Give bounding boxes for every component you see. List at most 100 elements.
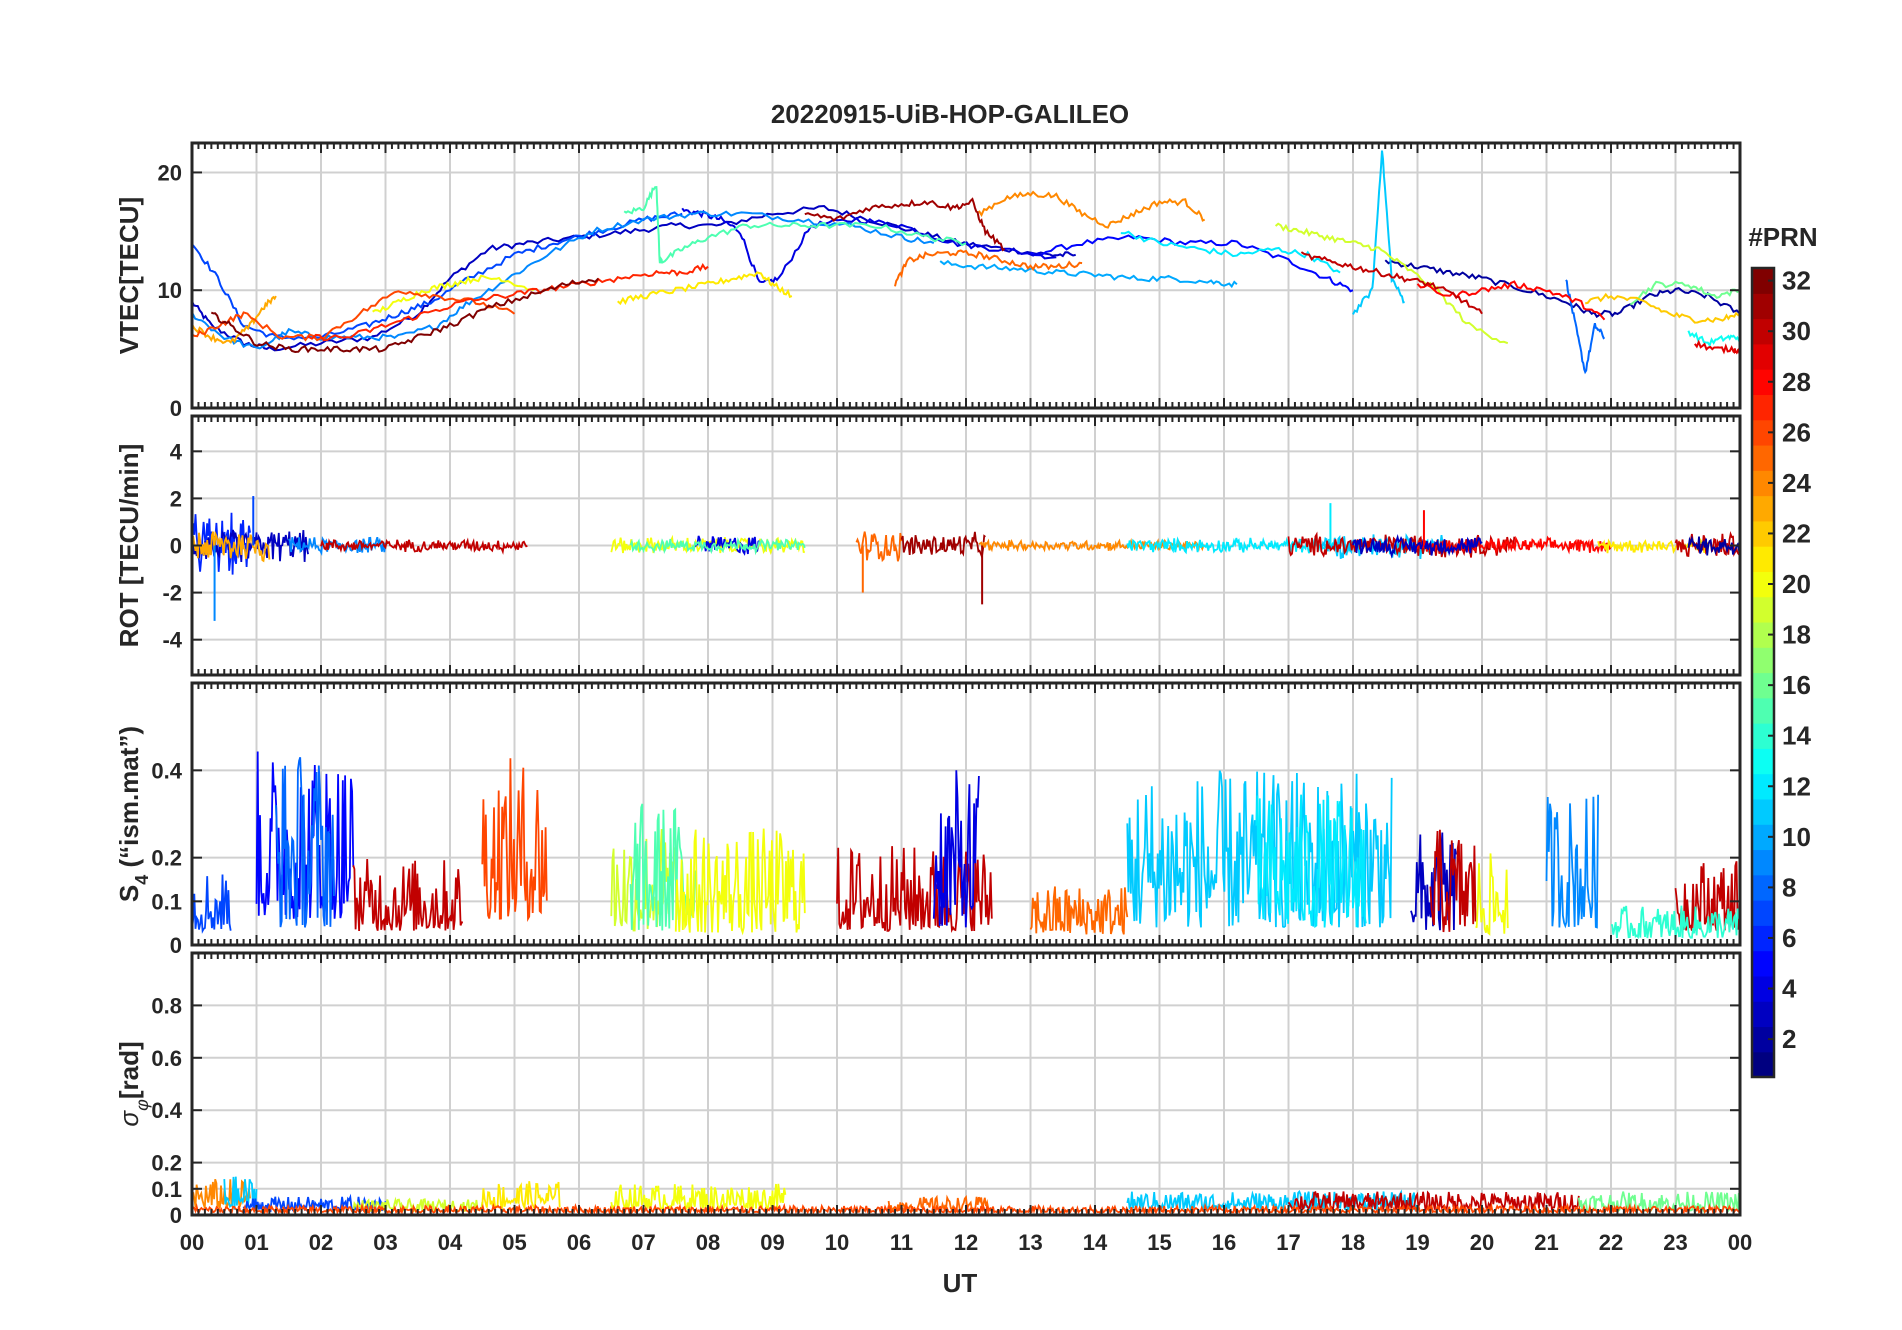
x-tick-label: 10 (825, 1230, 849, 1255)
band-prn-31 (900, 531, 986, 561)
y-tick-label-rot: 4 (170, 439, 183, 464)
x-ticks-s4 (191, 683, 1741, 945)
colorbar-swatch (1752, 546, 1774, 572)
x-tick-label: 23 (1663, 1230, 1687, 1255)
series-prn-13 (1687, 330, 1740, 348)
y-tick-label-s4: 0.1 (151, 889, 182, 914)
colorbar-swatch (1752, 950, 1774, 977)
series-prn-15 (623, 186, 967, 264)
band-prn-20 (1475, 853, 1509, 936)
x-tick-label: 21 (1534, 1230, 1558, 1255)
series-prn-12 (1120, 230, 1341, 274)
band-prn-28 (1416, 535, 1612, 555)
colorbar-swatch (1752, 394, 1774, 421)
colorbar-swatch (1752, 293, 1774, 320)
x-tick-label: 04 (438, 1230, 463, 1255)
colorbar-tick-label: 10 (1782, 822, 1811, 852)
panel-vtec: 0 10 20 VTEC[TECU] (114, 141, 1742, 421)
band-prn-25 (855, 531, 903, 563)
band-prn-30 (352, 858, 464, 932)
colorbar-swatch (1752, 672, 1774, 699)
colorbar-swatch (1752, 520, 1774, 547)
panel-rot: -4 -2 0 2 4 ROT [TECU/min] (114, 414, 1742, 677)
y-tick-label-sigma_phi: 0 (170, 1203, 182, 1228)
y-tick-label-sigma_phi: 0.2 (151, 1151, 182, 1176)
x-tick-label: 18 (1341, 1230, 1365, 1255)
series-prn-16 (1629, 280, 1740, 306)
x-tick-label: 14 (1083, 1230, 1108, 1255)
colorbar-swatch (1752, 1026, 1774, 1053)
colorbar-tick-label: 18 (1782, 620, 1811, 650)
x-tick-label: 00 (180, 1230, 204, 1255)
y-tick-label-sigma_phi: 0.4 (151, 1098, 182, 1123)
band-prn-3 (1352, 533, 1483, 559)
colorbar-swatch (1752, 444, 1774, 471)
colorbar-frame (1750, 266, 1776, 1079)
colorbar-swatch (1752, 470, 1774, 497)
y-axis-label-s4: S4 (“ism.mat”) (114, 726, 152, 902)
data-s4 (192, 751, 1740, 940)
colorbar-tick-label: 22 (1782, 518, 1811, 548)
y-tick-label-s4: 0.4 (151, 758, 182, 783)
series-prn-31 (804, 197, 1006, 252)
colorbar-tick-label: 26 (1782, 417, 1811, 447)
y-tick-label-s4: 0.2 (151, 846, 182, 871)
y-tick-label-rot: -4 (162, 628, 182, 653)
colorbar-swatch (1752, 925, 1774, 952)
colorbar-swatch (1752, 874, 1774, 901)
y-tick-label-rot: 0 (170, 534, 182, 559)
y-tick-label-vtec: 0 (170, 396, 182, 421)
series-prn-22 (1584, 292, 1740, 324)
panel-s4: 0 0.1 0.2 0.4S4 (“ism.mat”) (114, 681, 1742, 958)
band-prn-30 (320, 537, 528, 555)
band-prn-9 (1545, 794, 1599, 929)
x-tick-label: 15 (1147, 1230, 1171, 1255)
band-prn-30 (836, 846, 993, 934)
colorbar-swatch (1752, 268, 1774, 294)
series-prn-28 (1416, 280, 1606, 321)
series-prn-32 (210, 277, 600, 354)
series-prn-5 (1030, 234, 1354, 293)
colorbar-tick-label: 30 (1782, 316, 1811, 346)
colorbar-swatch (1752, 773, 1774, 800)
colorbar-tick-label: 8 (1782, 872, 1796, 902)
colorbar-swatch (1752, 798, 1774, 825)
series-prn-8 (1565, 279, 1606, 375)
band-prn-24 (192, 1178, 251, 1209)
y-tick-label-s4: 0 (170, 933, 182, 958)
series-prn-25 (894, 249, 1083, 287)
x-tick-label: 19 (1405, 1230, 1429, 1255)
series-prn-24 (978, 190, 1206, 229)
x-tick-label: 07 (631, 1230, 655, 1255)
x-tick-label: 09 (760, 1230, 784, 1255)
series-prn-26 (192, 290, 516, 342)
y-tick-label-vtec: 20 (158, 160, 182, 185)
x-tick-label: 00 (1728, 1230, 1752, 1255)
series-prn-30 (1300, 251, 1483, 315)
band-prn-4 (932, 770, 980, 928)
series-prn-11 (1352, 150, 1405, 315)
colorbar-swatch (1752, 824, 1774, 851)
colorbar-label: #PRN (1748, 222, 1817, 252)
data-rot (192, 496, 1740, 621)
x-tick-label: 02 (309, 1230, 333, 1255)
series-prn-10 (939, 259, 1238, 289)
band-prn-30 (1287, 1190, 1580, 1214)
y-axis-label-sigma_phi: σφ[rad] (114, 1041, 152, 1126)
colorbar-swatch (1752, 900, 1774, 926)
x-tick-label: 16 (1212, 1230, 1236, 1255)
colorbar-tick-label: 20 (1782, 569, 1811, 599)
x-axis-label: UT (943, 1268, 978, 1298)
colorbar-tick-label: 12 (1782, 771, 1811, 801)
band-prn-7 (192, 874, 232, 934)
colorbar-swatch (1752, 975, 1774, 1002)
panel-sigma_phi: 00.10.2 0.4 0.6 0.8 σφ[rad] (114, 951, 1742, 1228)
x-tick-label: 06 (567, 1230, 591, 1255)
x-ticks-rot (191, 416, 1741, 675)
colorbar-swatch (1752, 723, 1774, 749)
colorbar-tick-label: 28 (1782, 367, 1811, 397)
series-prn-27 (307, 263, 709, 342)
band-prn-12 (1255, 794, 1367, 929)
x-tick-label: 01 (244, 1230, 268, 1255)
